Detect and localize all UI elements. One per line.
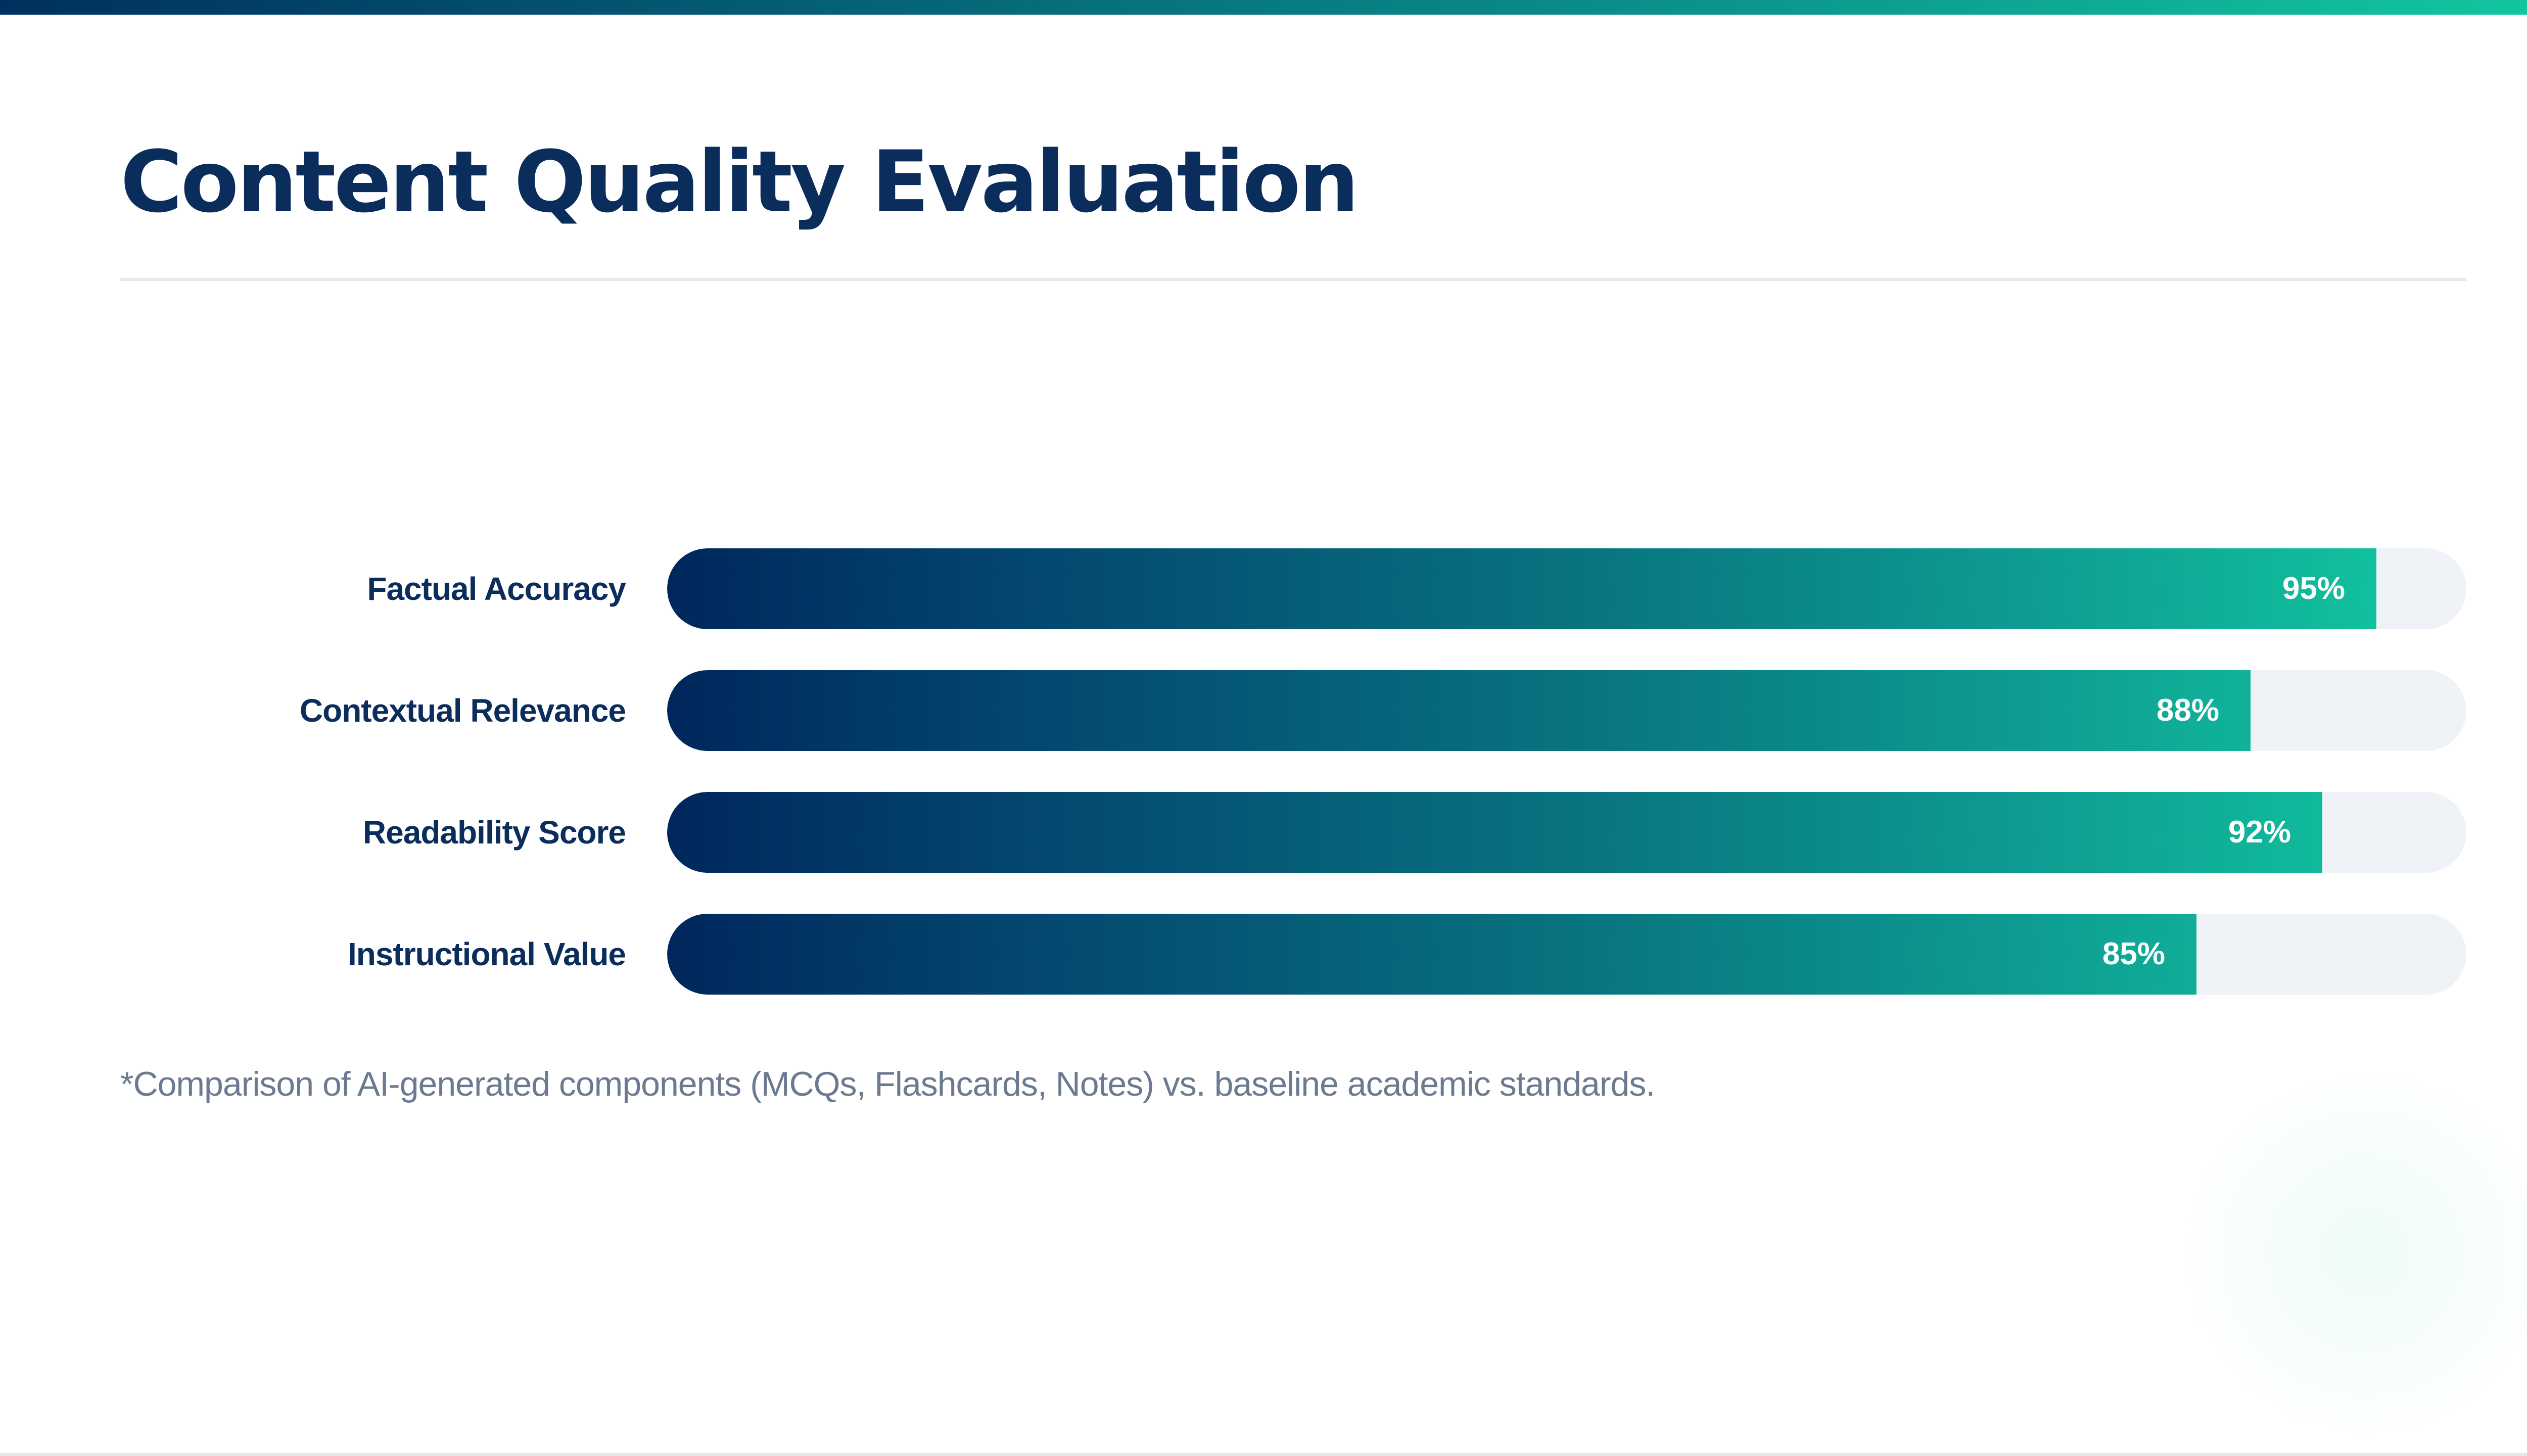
bar-row: Contextual Relevance 88% (0, 670, 2527, 751)
bar-track: 95% (667, 548, 2466, 629)
bar-value-label: 92% (2228, 815, 2291, 850)
corner-glow-decoration (2173, 1061, 2527, 1445)
bottom-divider (0, 1453, 2527, 1456)
bar-fill: 92% (667, 792, 2322, 873)
bar-category-label: Factual Accuracy (367, 571, 626, 607)
bar-fill: 85% (667, 914, 2196, 995)
bar-category-label: Contextual Relevance (299, 692, 626, 729)
slide-title: Content Quality Evaluation (120, 132, 1359, 231)
bar-fill: 88% (667, 670, 2251, 751)
chart-footnote: *Comparison of AI-generated components (… (120, 1065, 1655, 1103)
bar-value-label: 88% (2156, 693, 2219, 728)
bar-row: Instructional Value 85% (0, 914, 2527, 995)
top-accent-bar (0, 0, 2527, 15)
bar-track: 85% (667, 914, 2466, 995)
bar-row: Factual Accuracy 95% (0, 548, 2527, 629)
bar-fill: 95% (667, 548, 2376, 629)
bar-value-label: 85% (2102, 936, 2165, 971)
bar-value-label: 95% (2282, 571, 2345, 606)
bar-category-label: Instructional Value (347, 936, 626, 972)
quality-bar-chart: Factual Accuracy 95% Contextual Relevance 8… (0, 548, 2527, 998)
title-divider (120, 278, 2466, 281)
bar-row: Readability Score 92% (0, 792, 2527, 873)
bar-track: 88% (667, 670, 2466, 751)
bar-category-label: Readability Score (362, 814, 626, 851)
bar-track: 92% (667, 792, 2466, 873)
